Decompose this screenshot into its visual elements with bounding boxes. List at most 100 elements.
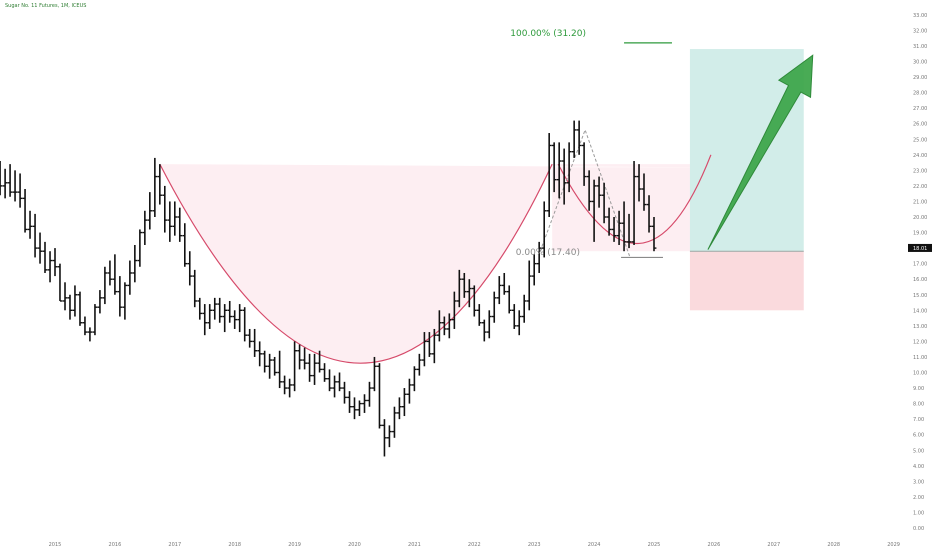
y-tick-label: 12.00 bbox=[913, 339, 927, 345]
ohlc-bar bbox=[157, 164, 163, 205]
ohlc-bar bbox=[596, 176, 602, 208]
y-tick-label: 3.00 bbox=[913, 479, 924, 485]
ohlc-bar bbox=[42, 241, 48, 273]
x-tick-label: 2024 bbox=[588, 542, 601, 548]
ohlc-bar bbox=[322, 363, 327, 382]
x-tick-label: 2025 bbox=[648, 542, 661, 548]
fib-top-label: 100.00% (31.20) bbox=[510, 29, 586, 39]
ohlc-bar bbox=[397, 397, 402, 420]
ohlc-bar bbox=[287, 378, 293, 398]
ohlc-bar bbox=[387, 425, 392, 448]
ohlc-bar bbox=[112, 254, 118, 295]
ohlc-bar bbox=[177, 207, 183, 242]
ohlc-bar bbox=[426, 332, 432, 357]
y-tick-label: 22.00 bbox=[913, 184, 927, 190]
ohlc-bar bbox=[72, 285, 78, 317]
fib-bottom-label: 0.00% (17.40) bbox=[516, 248, 580, 258]
y-tick-label: 21.00 bbox=[913, 199, 927, 205]
handle-zone bbox=[552, 167, 708, 252]
y-tick-label: 15.00 bbox=[913, 293, 927, 299]
ohlc-bar bbox=[362, 394, 367, 413]
ohlc-bar bbox=[292, 341, 297, 392]
cup-arc bbox=[159, 163, 553, 364]
y-tick-label: 13.00 bbox=[913, 324, 927, 330]
ohlc-bar bbox=[586, 170, 592, 211]
x-tick-label: 2016 bbox=[109, 542, 122, 548]
ohlc-bar bbox=[561, 148, 567, 205]
ohlc-bar bbox=[466, 279, 472, 308]
ohlc-bar bbox=[631, 161, 637, 245]
ohlc-bar bbox=[511, 304, 517, 329]
ohlc-bar bbox=[611, 217, 617, 242]
x-tick-label: 2021 bbox=[408, 542, 421, 548]
ohlc-bar bbox=[242, 307, 248, 342]
y-tick-label: 19.00 bbox=[913, 231, 927, 237]
ohlc-bar bbox=[117, 276, 123, 317]
ohlc-bar bbox=[551, 142, 557, 193]
cup-zone bbox=[159, 164, 708, 364]
y-tick-label: 4.00 bbox=[913, 464, 924, 470]
ohlc-bar bbox=[27, 210, 33, 239]
projection-arrow bbox=[707, 54, 814, 250]
ohlc-bar bbox=[317, 350, 322, 373]
ohlc-bar bbox=[456, 269, 462, 308]
y-tick-label: 25.00 bbox=[913, 137, 927, 143]
ohlc-bar bbox=[401, 388, 407, 417]
ohlc-bar bbox=[441, 316, 447, 336]
ohlc-bar bbox=[67, 294, 73, 320]
stop-zone bbox=[689, 251, 804, 311]
ohlc-bar bbox=[636, 164, 642, 202]
x-tick-label: 2022 bbox=[468, 542, 481, 548]
ohlc-bar bbox=[22, 189, 28, 233]
ohlc-bar bbox=[32, 213, 38, 258]
ohlc-bar bbox=[152, 157, 158, 217]
ohlc-bar bbox=[486, 310, 492, 339]
ohlc-bar bbox=[167, 201, 173, 242]
ohlc-bar bbox=[646, 195, 652, 233]
x-tick-label: 2023 bbox=[528, 542, 541, 548]
ohlc-bar bbox=[407, 378, 412, 404]
ohlc-bar bbox=[496, 276, 502, 305]
ohlc-bar bbox=[52, 248, 58, 277]
ohlc-bar bbox=[37, 232, 43, 264]
ohlc-bar bbox=[0, 161, 3, 196]
ohlc-bar bbox=[172, 201, 178, 236]
ohlc-bar bbox=[282, 375, 287, 395]
ohlc-bar bbox=[247, 328, 253, 348]
ohlc-bar bbox=[536, 241, 542, 273]
current-price-label: 18.01 bbox=[913, 246, 927, 252]
ohlc-bar bbox=[312, 353, 317, 385]
ohlc-bar bbox=[162, 185, 168, 233]
ohlc-bar bbox=[566, 142, 572, 193]
current-price-badge-bg bbox=[908, 243, 932, 252]
ohlc-bar bbox=[501, 272, 507, 295]
ohlc-bar bbox=[382, 419, 387, 457]
y-tick-label: 28.00 bbox=[913, 91, 927, 97]
ohlc-bar bbox=[222, 304, 228, 333]
x-tick-label: 2029 bbox=[887, 542, 900, 548]
ohlc-bar bbox=[651, 217, 657, 252]
y-tick-label: 31.00 bbox=[913, 44, 927, 50]
ohlc-bar bbox=[207, 304, 213, 329]
x-tick-label: 2026 bbox=[708, 542, 721, 548]
y-tick-label: 33.00 bbox=[913, 13, 927, 19]
ohlc-bar bbox=[367, 381, 372, 407]
ohlc-bar bbox=[187, 251, 193, 286]
ohlc-bar bbox=[272, 356, 278, 376]
ohlc-bar bbox=[621, 201, 627, 252]
ohlc-bar bbox=[576, 120, 582, 155]
ohlc-bar bbox=[137, 229, 143, 267]
ohlc-bar bbox=[17, 173, 23, 208]
ohlc-bar bbox=[267, 353, 273, 379]
ohlc-bar bbox=[641, 173, 647, 211]
x-tick-label: 2017 bbox=[168, 542, 181, 548]
ohlc-bar bbox=[237, 304, 243, 333]
ohlc-bar bbox=[82, 316, 88, 336]
ohlc-bar bbox=[412, 366, 417, 392]
y-tick-label: 5.00 bbox=[913, 448, 924, 454]
y-tick-label: 32.00 bbox=[913, 28, 927, 34]
ohlc-bar bbox=[92, 304, 98, 336]
y-tick-label: 27.00 bbox=[913, 106, 927, 112]
ohlc-bar bbox=[297, 344, 302, 370]
